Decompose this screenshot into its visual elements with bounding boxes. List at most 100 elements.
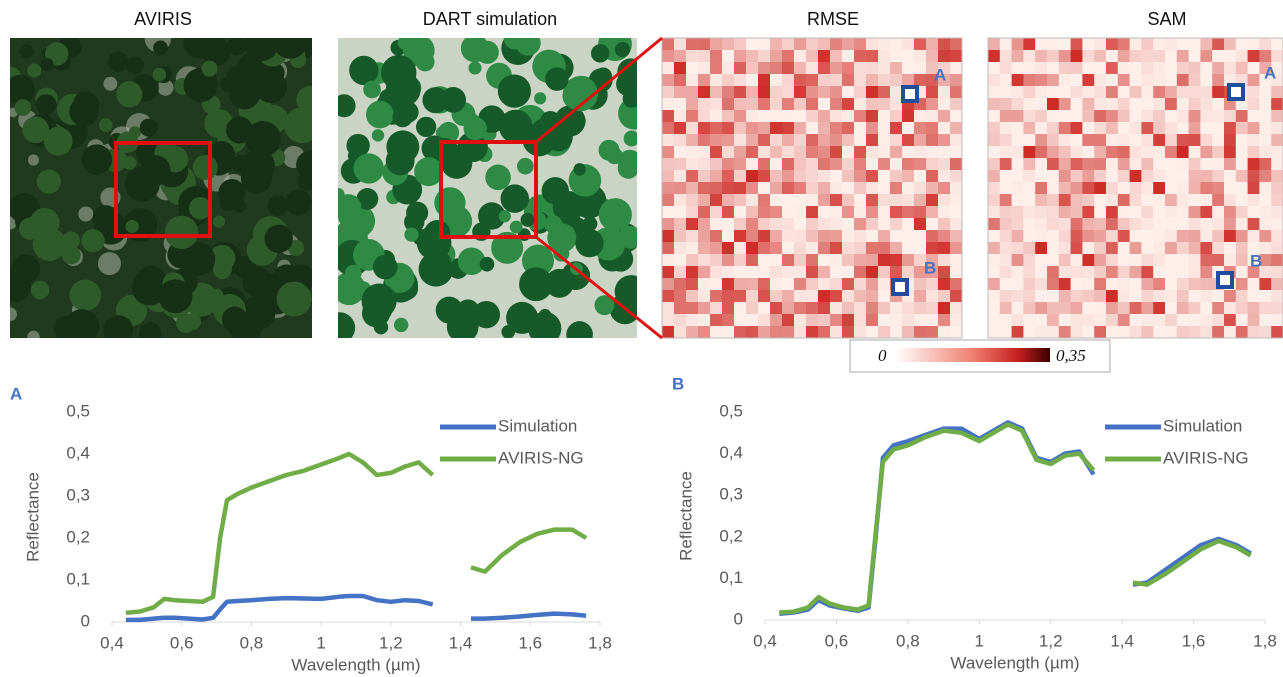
cell: [1011, 242, 1024, 255]
cell: [1047, 230, 1060, 243]
cell: [1165, 182, 1178, 195]
cell: [1129, 50, 1142, 63]
cell: [1023, 170, 1036, 183]
cell: [1106, 50, 1119, 63]
cell: [890, 122, 903, 135]
cell: [1141, 218, 1154, 231]
cell: [674, 290, 687, 303]
cell: [1035, 242, 1048, 255]
cell: [999, 74, 1013, 87]
cell: [1129, 290, 1142, 303]
cell: [722, 194, 735, 207]
cell: [914, 314, 927, 327]
cell: [1141, 290, 1154, 303]
texture: [463, 116, 487, 141]
cell: [770, 110, 783, 123]
cell: [1106, 242, 1119, 255]
cell: [1224, 314, 1237, 327]
cell: [1153, 182, 1166, 195]
cell: [662, 38, 675, 51]
cell: [1188, 38, 1201, 51]
x-axis-label: Wavelength (µm): [950, 653, 1079, 672]
cell: [1153, 290, 1166, 303]
cell: [1212, 218, 1225, 231]
cell: [1117, 206, 1131, 219]
cell: [1165, 62, 1178, 75]
cell: [926, 134, 939, 147]
cell: [830, 110, 843, 123]
cell: [698, 314, 711, 327]
cell: [938, 74, 951, 87]
texture: [188, 246, 205, 263]
cell: [770, 146, 783, 159]
cell: [1153, 206, 1166, 219]
cell: [890, 206, 903, 219]
texture: [520, 276, 535, 291]
cell: [999, 38, 1013, 51]
cell: [1247, 278, 1260, 291]
cell: [1047, 242, 1060, 255]
cell: [1259, 38, 1272, 51]
cell: [1271, 194, 1283, 207]
cell: [674, 134, 687, 147]
cell: [938, 194, 951, 207]
cell: [854, 86, 867, 99]
cell: [914, 254, 927, 267]
cell: [1129, 38, 1142, 51]
cell: [1224, 242, 1237, 255]
cell: [686, 218, 699, 231]
cell: [1271, 254, 1283, 267]
cell: [746, 74, 759, 87]
cell: [1117, 230, 1131, 243]
cell: [698, 170, 711, 183]
cell: [1070, 74, 1083, 87]
cell: [1023, 266, 1036, 279]
texture: [27, 63, 42, 78]
texture: [573, 163, 586, 176]
texture: [192, 154, 218, 180]
cell: [734, 218, 747, 231]
x-tick-label: 1,6: [1182, 631, 1206, 650]
cell: [722, 158, 735, 171]
cell: [938, 314, 951, 327]
cell: [842, 314, 855, 327]
texture: [421, 135, 448, 162]
texture: [566, 321, 593, 338]
cell: [1141, 194, 1154, 207]
cell: [988, 218, 1001, 231]
cell: [794, 158, 807, 171]
cell: [988, 206, 1001, 219]
cell: [914, 278, 927, 291]
cell: [1070, 326, 1083, 339]
cell: [1176, 86, 1190, 99]
cell: [674, 50, 687, 63]
texture: [434, 187, 466, 219]
texture: [344, 264, 362, 282]
cell: [1165, 266, 1178, 279]
cell: [782, 170, 795, 183]
cell: [1129, 218, 1142, 231]
cell: [1129, 206, 1142, 219]
cell: [1235, 194, 1249, 207]
cell: [938, 302, 951, 315]
cell: [1070, 122, 1083, 135]
x-axis-label: Wavelength (µm): [291, 655, 420, 674]
texture: [276, 281, 312, 317]
cell: [686, 98, 699, 111]
cell: [1153, 254, 1166, 267]
cell: [662, 218, 675, 231]
colorbar: [895, 348, 1050, 362]
cell: [999, 254, 1013, 267]
cell: [914, 74, 927, 87]
cell: [1082, 110, 1095, 123]
cell: [1094, 122, 1107, 135]
cell: [830, 50, 843, 63]
cell: [746, 170, 759, 183]
cell: [1165, 170, 1178, 183]
cell: [1188, 326, 1201, 339]
cell: [1176, 182, 1190, 195]
cell: [1141, 314, 1154, 327]
cell: [794, 326, 807, 339]
cell: [1212, 74, 1225, 87]
cell: [794, 206, 807, 219]
